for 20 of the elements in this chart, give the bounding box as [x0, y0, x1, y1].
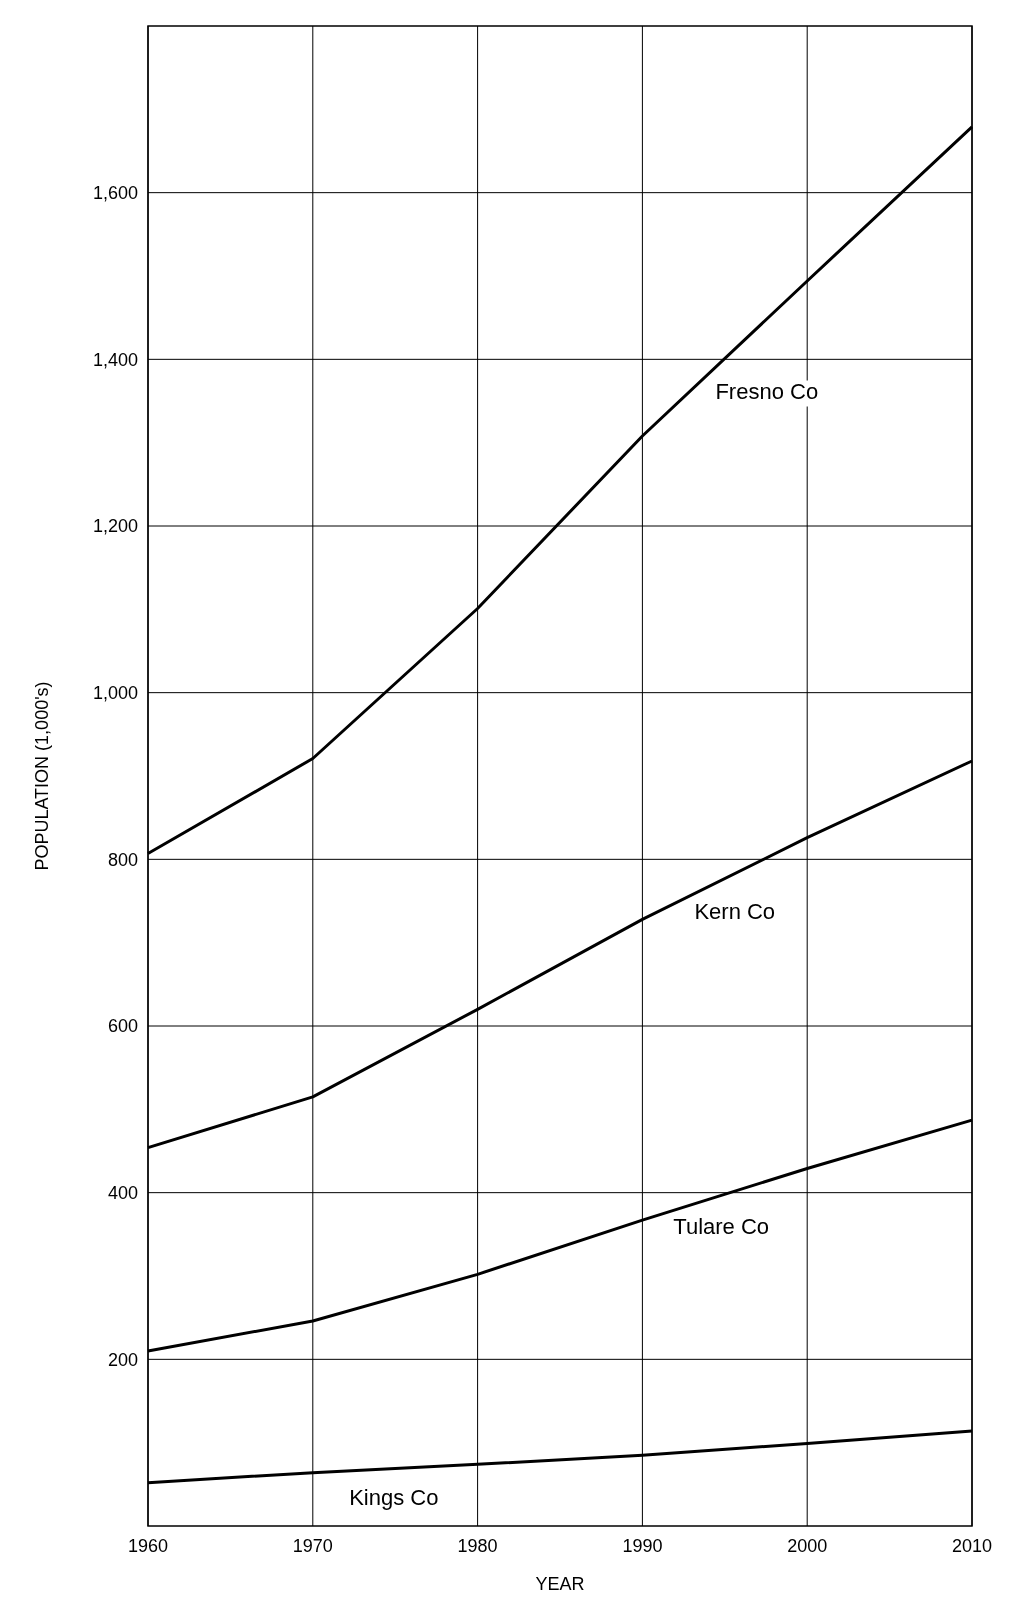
x-tick-label: 1960: [127, 1536, 169, 1556]
y-tick-label: 200: [107, 1349, 138, 1370]
x-tick-label: 2000: [787, 1536, 828, 1556]
y-tick-label: 1,600: [92, 182, 138, 203]
x-tick-label: 1980: [457, 1536, 498, 1556]
y-tick-label: 600: [107, 1016, 138, 1037]
series-label: Fresno Co: [715, 378, 819, 404]
series-label: Tulare Co: [673, 1214, 770, 1240]
y-tick-label: 1,400: [92, 349, 138, 370]
series-label: Kings Co: [349, 1484, 439, 1510]
x-tick-label: 2010: [951, 1536, 993, 1556]
series-label: Kern Co: [694, 898, 776, 924]
x-tick-label: 1970: [292, 1536, 333, 1556]
y-tick-label: 1,200: [92, 516, 138, 537]
x-axis-title: YEAR: [535, 1574, 585, 1594]
y-axis-title: POPULATION (1,000's): [32, 681, 52, 871]
y-tick-label: 1,000: [92, 682, 138, 703]
x-tick-label: 1990: [622, 1536, 663, 1556]
y-tick-label: 400: [107, 1182, 138, 1203]
y-tick-label: 800: [107, 849, 138, 870]
